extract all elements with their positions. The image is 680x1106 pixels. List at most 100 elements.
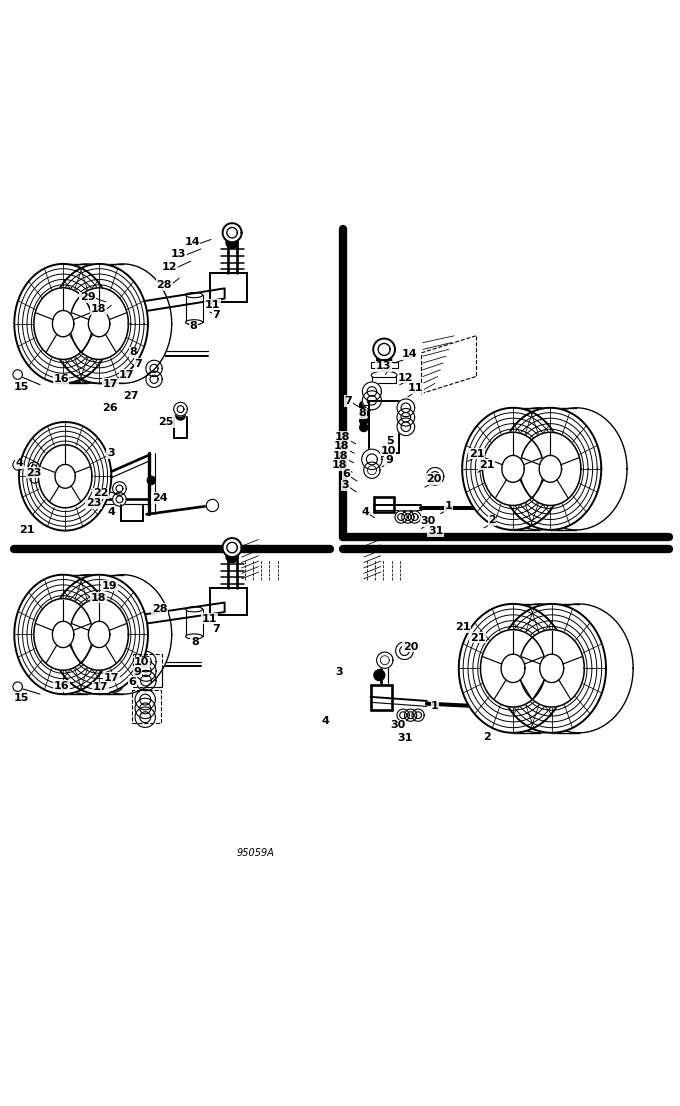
Text: 18: 18 <box>332 460 347 470</box>
Polygon shape <box>38 575 136 695</box>
Text: 11: 11 <box>407 383 423 393</box>
Polygon shape <box>483 432 543 505</box>
Text: 18: 18 <box>333 451 348 461</box>
Ellipse shape <box>41 629 53 633</box>
Text: 31: 31 <box>397 732 413 742</box>
Text: 18: 18 <box>90 593 106 603</box>
Polygon shape <box>70 288 129 359</box>
Polygon shape <box>135 707 156 728</box>
Polygon shape <box>222 539 241 557</box>
Bar <box>186 295 203 322</box>
Text: 21: 21 <box>469 449 484 459</box>
Ellipse shape <box>186 634 203 639</box>
Polygon shape <box>426 468 444 486</box>
Polygon shape <box>222 223 241 242</box>
Text: 17: 17 <box>119 369 135 379</box>
Polygon shape <box>405 513 411 521</box>
Polygon shape <box>14 264 112 384</box>
Text: 7: 7 <box>212 624 220 634</box>
Polygon shape <box>405 709 417 721</box>
Polygon shape <box>140 712 151 722</box>
Polygon shape <box>88 622 110 648</box>
Polygon shape <box>88 311 110 336</box>
Polygon shape <box>401 422 411 431</box>
Text: 19: 19 <box>101 581 117 591</box>
Bar <box>133 654 162 687</box>
Polygon shape <box>177 406 184 413</box>
Polygon shape <box>377 653 393 668</box>
Polygon shape <box>360 417 368 425</box>
Polygon shape <box>150 375 158 384</box>
Polygon shape <box>415 712 422 719</box>
Text: 17: 17 <box>103 379 118 389</box>
Bar <box>56 619 111 626</box>
Polygon shape <box>136 651 156 671</box>
Text: 10: 10 <box>381 446 396 456</box>
Polygon shape <box>109 603 224 629</box>
Polygon shape <box>150 364 158 373</box>
Polygon shape <box>459 604 567 733</box>
Polygon shape <box>401 413 411 422</box>
Polygon shape <box>400 646 409 656</box>
Polygon shape <box>146 361 163 376</box>
Text: 4: 4 <box>15 458 23 469</box>
Polygon shape <box>462 408 564 530</box>
Polygon shape <box>409 511 421 523</box>
Text: 14: 14 <box>184 237 200 248</box>
Polygon shape <box>52 622 74 648</box>
Polygon shape <box>116 486 123 492</box>
Ellipse shape <box>41 295 53 299</box>
Polygon shape <box>113 492 126 507</box>
Bar <box>126 653 140 676</box>
Polygon shape <box>501 654 525 682</box>
Text: 3: 3 <box>107 448 114 458</box>
Polygon shape <box>175 410 185 420</box>
Text: 13: 13 <box>376 362 391 372</box>
Polygon shape <box>70 598 129 670</box>
Polygon shape <box>50 264 148 384</box>
Text: 4: 4 <box>322 717 330 727</box>
Polygon shape <box>227 542 237 553</box>
Polygon shape <box>226 236 238 249</box>
Text: 25: 25 <box>158 417 174 427</box>
Polygon shape <box>502 456 524 482</box>
Polygon shape <box>13 369 22 379</box>
Polygon shape <box>396 641 413 659</box>
Polygon shape <box>398 513 405 521</box>
Polygon shape <box>38 445 92 508</box>
Polygon shape <box>360 424 368 431</box>
Text: 29: 29 <box>80 292 95 302</box>
Polygon shape <box>174 403 187 416</box>
Bar <box>41 611 53 632</box>
Text: 31: 31 <box>428 526 443 536</box>
Polygon shape <box>50 575 148 695</box>
Polygon shape <box>116 495 123 503</box>
Polygon shape <box>500 408 601 530</box>
Text: 28: 28 <box>152 604 167 614</box>
Bar <box>126 342 140 366</box>
Polygon shape <box>13 459 24 470</box>
Text: 16: 16 <box>53 374 69 384</box>
Polygon shape <box>55 367 69 380</box>
Text: 20: 20 <box>426 474 441 484</box>
Ellipse shape <box>126 675 140 678</box>
Text: 13: 13 <box>171 250 186 260</box>
Polygon shape <box>360 409 368 417</box>
Text: 30: 30 <box>390 720 405 730</box>
Polygon shape <box>520 432 581 505</box>
Bar <box>133 690 161 722</box>
Polygon shape <box>481 629 545 707</box>
Polygon shape <box>140 703 151 713</box>
Ellipse shape <box>186 607 203 612</box>
Polygon shape <box>113 482 126 495</box>
Polygon shape <box>411 513 418 521</box>
Text: 21: 21 <box>455 622 471 632</box>
Polygon shape <box>362 449 382 470</box>
Polygon shape <box>135 698 156 719</box>
Ellipse shape <box>126 364 140 368</box>
Text: 6: 6 <box>129 677 136 687</box>
Polygon shape <box>29 462 39 473</box>
Polygon shape <box>14 575 112 695</box>
Polygon shape <box>362 390 381 410</box>
Polygon shape <box>141 656 152 667</box>
